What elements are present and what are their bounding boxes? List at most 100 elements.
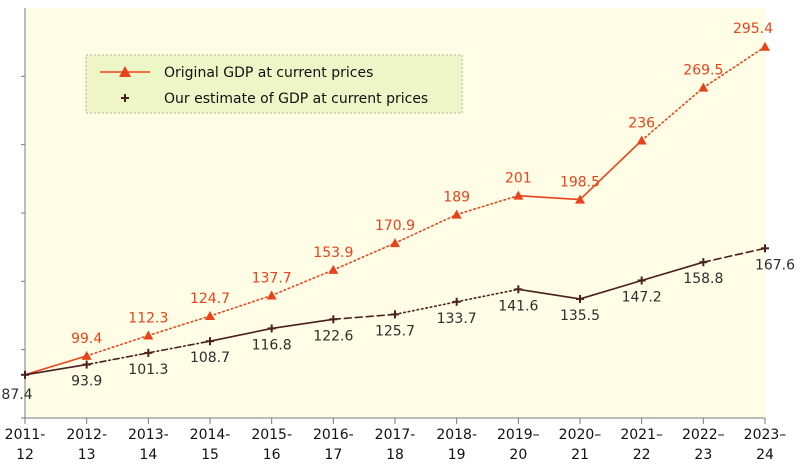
x-tick-label: 2011-12 [5,427,46,463]
original-value-label: 269.5 [683,63,723,79]
original-value-label: 198.5 [560,175,600,191]
data-point-plus [206,337,214,346]
estimate-value-label: 133.7 [437,311,477,327]
data-point-plus [699,258,708,267]
series-line-segment [702,247,766,264]
data-point-triangle [81,350,92,360]
data-point-triangle [575,194,585,204]
series-line-segment [332,313,396,321]
series-line-segment [394,300,458,316]
series-line-segment [209,294,273,317]
data-point-triangle [328,264,339,274]
x-tick-label: 2015-16 [251,427,292,463]
data-labels: 99.4 112.3 124.7 137.7 153.9 170.9 189 201 198.5… [1,21,795,403]
series-line-segment [24,355,88,376]
series-line-segment [517,288,581,300]
legend-estimate-marker [121,94,129,102]
data-point-plus [637,276,646,285]
series-line-segment [455,194,520,216]
data-point-triangle [760,41,770,51]
series-estimated-gdp [21,244,769,379]
x-tick-label: 2020– 21 [559,427,602,463]
series-line-segment [455,288,520,303]
original-value-label: 295.4 [733,21,773,37]
original-value-label: 201 [505,171,532,187]
estimate-value-label: 125.7 [375,323,415,339]
original-value-label: 189 [443,190,470,206]
series-line-segment [270,269,335,297]
series-line-segment [85,352,150,366]
series-line-segment [24,363,88,376]
series-line-segment [640,261,705,282]
estimate-value-label: 158.8 [683,271,723,287]
series-line-segment [209,327,273,343]
data-point-plus [267,324,276,333]
series-line-segment [85,334,150,357]
series-line-segment [147,340,211,354]
x-tick-label: 2013-14 [128,427,169,463]
estimate-value-label: 167.6 [755,257,795,273]
series-line-segment [270,318,335,330]
x-tick-label: 2018-19 [436,427,477,463]
series-line-segment [702,45,766,89]
estimate-value-label: 101.3 [128,362,168,378]
legend-original-label: Original GDP at current prices [164,65,373,81]
x-tick-label: 2022– 23 [682,427,725,463]
x-tick-label: 2014-15 [190,427,231,463]
legend: Original GDP at current prices Our estim… [85,54,463,114]
legend-box [85,54,463,114]
data-point-plus [144,348,153,357]
x-tick-label: 2023– 24 [744,427,787,463]
x-tick-label: 2017-18 [375,427,416,463]
data-point-plus [576,294,584,303]
series-line-segment [517,194,581,201]
data-point-plus [514,285,523,294]
estimate-value-label: 122.6 [313,328,353,344]
series-line-segment [640,86,705,142]
x-tick-label: 2019– 20 [497,427,540,463]
original-value-label: 99.4 [71,331,102,347]
data-point-triangle [451,209,462,219]
data-point-triangle [390,238,400,248]
y-axis-ticks [21,75,25,419]
x-axis-ticks: 2011-12 2012-13 2013-14 2014-15 2015-16 2016-… [5,418,787,463]
estimate-value-label: 116.8 [252,337,292,353]
estimate-value-label: 147.2 [622,289,662,305]
data-point-triangle [266,290,277,300]
original-value-label: 137.7 [252,270,292,286]
x-tick-label: 2012-13 [66,427,107,463]
original-value-label: 112.3 [128,311,168,327]
series-line-segment [332,242,396,271]
estimate-value-label: 93.9 [71,374,102,390]
estimate-value-label: 108.7 [190,350,230,366]
series-line-segment [147,315,211,337]
data-point-triangle [205,310,215,320]
data-point-plus [21,370,29,379]
estimate-value-label: 87.4 [1,387,32,403]
data-point-triangle [698,82,709,92]
legend-estimate-label: Our estimate of GDP at current prices [164,91,428,107]
original-value-label: 124.7 [190,291,230,307]
legend-original-marker [119,66,131,77]
data-point-plus [391,310,399,319]
original-value-label: 170.9 [375,218,415,234]
data-point-plus [82,360,91,369]
original-value-label: 236 [628,115,655,131]
series-original-gdp [24,41,770,376]
series-line-segment [579,279,643,300]
data-point-plus [452,297,461,306]
series-line-segment [579,139,643,201]
x-tick-label: 2021– 22 [620,427,663,463]
data-point-plus [329,315,338,324]
estimate-value-label: 141.6 [498,298,538,314]
series-layer [21,41,770,379]
estimate-value-label: 135.5 [560,308,600,324]
data-point-triangle [143,330,154,340]
data-point-triangle [513,190,524,200]
data-point-triangle [636,135,647,145]
x-tick-label: 2016-17 [313,427,354,463]
data-point-plus [761,244,769,253]
original-value-label: 153.9 [313,245,353,261]
